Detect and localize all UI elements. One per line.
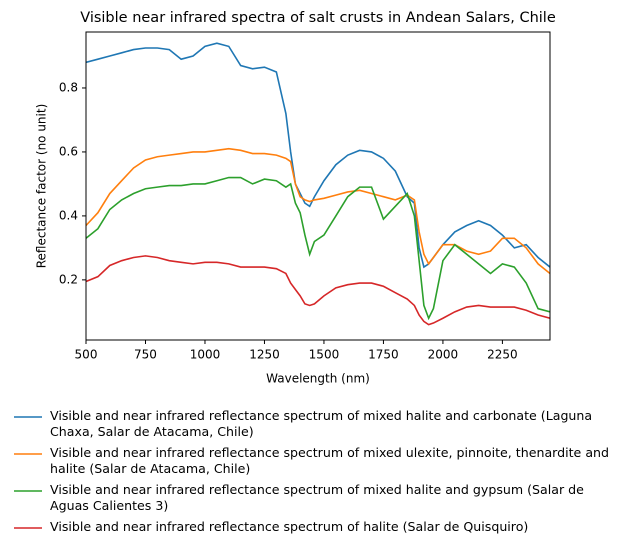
y-tick-label: 0.6 <box>59 144 78 158</box>
x-tick-label: 1500 <box>309 348 340 362</box>
chart: Visible near infrared spectra of salt cr… <box>35 10 556 386</box>
x-tick-label: 1750 <box>368 348 399 362</box>
x-tick-label: 1250 <box>249 348 280 362</box>
y-tick-label: 0.2 <box>59 272 78 286</box>
legend-label: Visible and near infrared reflectance sp… <box>50 519 529 534</box>
y-tick-label: 0.4 <box>59 208 78 222</box>
legend-label: Visible and near infrared reflectance sp… <box>50 445 610 476</box>
legend-label: Visible and near infrared reflectance sp… <box>50 408 593 439</box>
legend: Visible and near infrared reflectance sp… <box>10 408 632 540</box>
legend-swatch <box>14 490 42 492</box>
x-tick-label: 500 <box>75 348 98 362</box>
chart-title: Visible near infrared spectra of salt cr… <box>80 10 556 26</box>
x-tick-label: 2000 <box>428 348 459 362</box>
legend-swatch <box>14 453 42 455</box>
legend-entry: Visible and near infrared reflectance sp… <box>10 519 632 535</box>
x-tick-label: 2250 <box>487 348 518 362</box>
x-axis-label: Wavelength (nm) <box>266 372 370 386</box>
x-tick-label: 1000 <box>190 348 221 362</box>
legend-entry: Visible and near infrared reflectance sp… <box>10 482 632 514</box>
y-axis-label: Reflectance factor (no unit) <box>35 104 49 269</box>
series-line <box>86 255 550 326</box>
series-line <box>86 176 550 321</box>
series-line <box>86 42 550 269</box>
legend-label: Visible and near infrared reflectance sp… <box>50 482 584 513</box>
y-tick-label: 0.8 <box>59 80 78 94</box>
legend-swatch <box>14 527 42 529</box>
legend-swatch <box>14 416 42 418</box>
legend-entry: Visible and near infrared reflectance sp… <box>10 408 632 440</box>
x-tick-label: 750 <box>134 348 157 362</box>
plot-frame <box>85 31 551 341</box>
legend-entry: Visible and near infrared reflectance sp… <box>10 445 632 477</box>
series-line <box>86 147 550 275</box>
